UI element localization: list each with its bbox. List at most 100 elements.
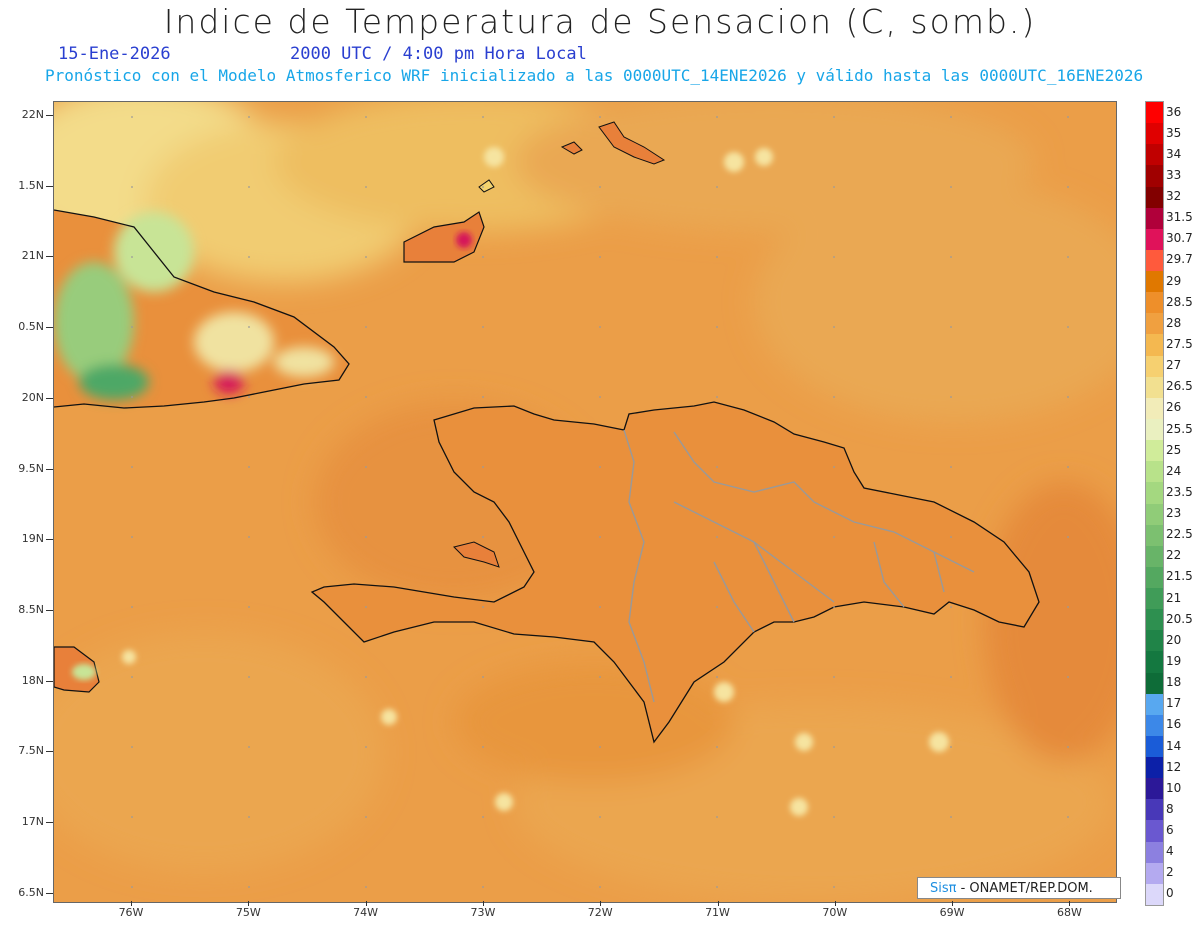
lat-tick-label: 17N (21, 815, 44, 828)
legend-swatch (1146, 144, 1163, 166)
legend-label: 20.5 (1166, 611, 1193, 626)
legend-label: 10 (1166, 780, 1182, 795)
lat-tick-mark (46, 751, 53, 753)
lat-tick-label: 1.5N (18, 178, 44, 192)
legend-swatch (1146, 714, 1163, 737)
legend-label: 33 (1166, 167, 1182, 182)
heat-index-map (53, 101, 1117, 903)
lat-tick-label: 18N (21, 673, 44, 687)
legend-label: 26 (1166, 400, 1182, 415)
legend-swatch (1146, 418, 1163, 441)
legend-swatch (1146, 883, 1163, 906)
lat-tick-mark (46, 256, 53, 258)
legend-label: 20 (1166, 632, 1182, 647)
legend-label: 23.5 (1166, 484, 1193, 499)
legend-label: 23 (1166, 506, 1182, 521)
lat-tick-mark (46, 115, 53, 116)
legend-swatch (1146, 102, 1163, 124)
lat-tick-mark (46, 609, 53, 611)
lat-tick-mark (46, 822, 53, 823)
legend-label: 26.5 (1166, 379, 1193, 394)
legend-swatch (1146, 228, 1163, 251)
legend-swatch (1146, 588, 1163, 610)
lat-tick-label: 19N (21, 532, 44, 546)
legend-swatch (1146, 735, 1163, 758)
legend-label: 21 (1166, 590, 1182, 605)
legend-label: 34 (1166, 146, 1182, 161)
lon-tick-label: 73W (470, 906, 496, 919)
legend-swatch (1146, 440, 1163, 462)
credit-brand: Sisπ (930, 881, 957, 896)
legend-swatch (1146, 355, 1163, 378)
legend-label: 16 (1166, 717, 1182, 732)
lat-tick-label: 20N (21, 390, 44, 404)
graticule-dots (54, 102, 1116, 902)
legend-swatch (1146, 672, 1163, 695)
legend-label: 24 (1166, 463, 1182, 478)
lon-tick-label: 70W (822, 906, 848, 919)
lon-tick-mark (834, 901, 836, 906)
legend-swatch (1146, 545, 1163, 568)
legend-label: 30.7 (1166, 231, 1193, 246)
lat-tick-mark (46, 680, 53, 682)
lat-tick-mark (46, 185, 53, 187)
credit-box: Sisπ - ONAMET/REP.DOM. (917, 877, 1121, 899)
legend-swatch (1146, 503, 1163, 526)
map-canvas (54, 102, 1116, 902)
lat-tick-label: 7.5N (18, 744, 44, 758)
lon-tick-label: 74W (353, 906, 379, 919)
lat-tick-label: 22N (21, 108, 44, 121)
legend-label: 32 (1166, 189, 1182, 204)
legend-swatch (1146, 461, 1163, 483)
legend-label: 2 (1166, 865, 1174, 880)
legend-swatch (1146, 799, 1163, 821)
lon-tick-mark (952, 901, 954, 906)
lon-tick-label: 68W (1056, 906, 1082, 919)
legend-label: 22 (1166, 548, 1182, 563)
lon-tick-mark (600, 901, 602, 906)
lat-tick-label: 21N (21, 249, 44, 263)
legend-swatch (1146, 630, 1163, 652)
legend-label: 22.5 (1166, 527, 1193, 542)
legend-swatch (1146, 693, 1163, 716)
legend-swatch (1146, 186, 1163, 209)
lat-tick-label: 6.5N (18, 885, 44, 899)
lon-tick-label: 69W (939, 906, 965, 919)
legend-swatch (1146, 841, 1163, 864)
legend-swatch (1146, 313, 1163, 335)
legend-label: 31.5 (1166, 210, 1193, 225)
legend-swatch (1146, 862, 1163, 885)
map-title: Indice de Temperatura de Sensacion (C, s… (163, 2, 1037, 41)
legend-swatch (1146, 566, 1163, 589)
lon-tick-mark (131, 901, 132, 906)
legend-swatch (1146, 271, 1163, 293)
legend-swatch (1146, 334, 1163, 357)
lon-tick-label: 71W (705, 906, 730, 919)
forecast-time: 2000 UTC / 4:00 pm Hora Local (290, 44, 587, 64)
legend-swatch (1146, 651, 1163, 674)
legend-label: 4 (1166, 844, 1174, 859)
legend-label: 14 (1166, 738, 1182, 753)
lon-tick-mark (248, 901, 250, 906)
lat-tick-mark (46, 892, 53, 894)
legend-label: 19 (1166, 653, 1182, 668)
legend-label: 28 (1166, 315, 1182, 330)
lon-tick-mark (1069, 901, 1071, 906)
legend-label: 27.5 (1166, 337, 1193, 351)
legend-label: 6 (1166, 823, 1174, 838)
legend-label: 25.5 (1166, 421, 1193, 436)
lat-tick-mark (46, 539, 53, 541)
lon-tick-label: 76W (118, 906, 144, 919)
forecast-note: Pronóstico con el Modelo Atmosferico WRF… (45, 66, 1144, 85)
legend-label: 29.7 (1166, 252, 1193, 267)
legend-label: 8 (1166, 801, 1174, 816)
legend-swatch (1146, 123, 1163, 145)
legend-swatch (1146, 609, 1163, 631)
color-legend (1145, 101, 1164, 906)
lat-tick-label: 8.5N (18, 602, 44, 616)
credit-text: - ONAMET/REP.DOM. (956, 881, 1093, 896)
legend-swatch (1146, 820, 1163, 843)
legend-label: 35 (1166, 125, 1182, 140)
legend-swatch (1146, 757, 1163, 779)
legend-swatch (1146, 207, 1163, 230)
